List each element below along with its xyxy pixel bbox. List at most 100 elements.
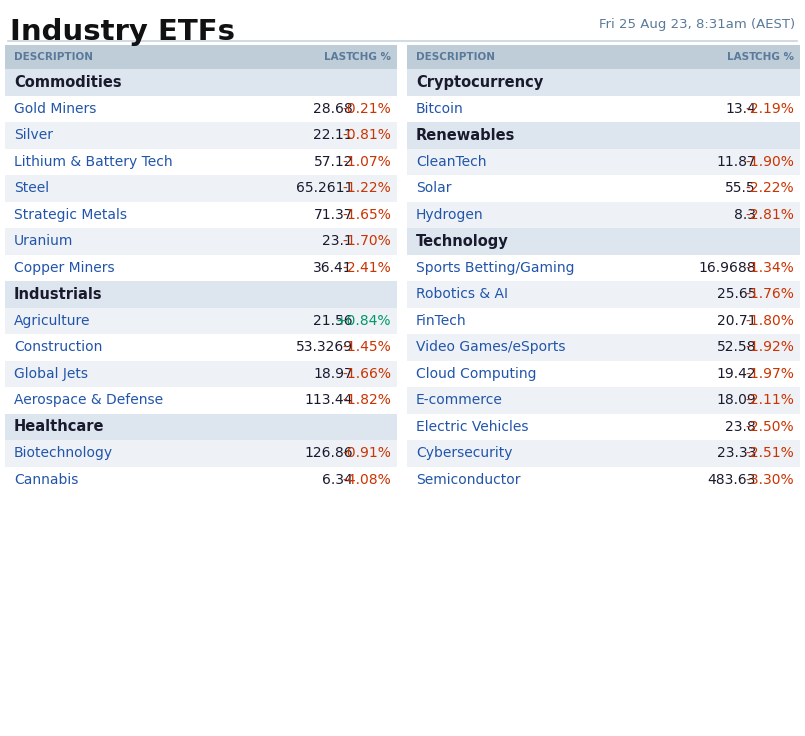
Bar <box>5 45 397 69</box>
Bar <box>5 414 397 440</box>
Bar <box>5 228 397 255</box>
Bar <box>407 440 800 467</box>
Bar <box>407 361 800 387</box>
Text: 65.2611: 65.2611 <box>295 181 353 195</box>
Text: Agriculture: Agriculture <box>14 314 90 328</box>
Text: Video Games/eSports: Video Games/eSports <box>416 340 565 354</box>
Bar <box>5 175 397 202</box>
Text: 11.87: 11.87 <box>716 155 756 169</box>
Bar <box>407 281 800 308</box>
Text: Uranium: Uranium <box>14 234 73 248</box>
Text: 57.12: 57.12 <box>313 155 353 169</box>
Text: -1.22%: -1.22% <box>342 181 391 195</box>
Bar <box>5 255 397 281</box>
Text: Solar: Solar <box>416 181 452 195</box>
Text: 19.42: 19.42 <box>716 367 756 381</box>
Text: LAST: LAST <box>324 52 353 62</box>
Text: Technology: Technology <box>416 234 509 249</box>
Text: -1.45%: -1.45% <box>342 340 391 354</box>
Text: -1.82%: -1.82% <box>342 393 391 407</box>
Bar <box>5 440 397 467</box>
Text: Hydrogen: Hydrogen <box>416 208 484 222</box>
Text: -2.50%: -2.50% <box>745 420 794 434</box>
Bar <box>5 96 397 122</box>
Text: -1.92%: -1.92% <box>745 340 794 354</box>
Text: 23.33: 23.33 <box>716 446 756 460</box>
Text: Silver: Silver <box>14 128 53 142</box>
Text: -1.70%: -1.70% <box>342 234 391 248</box>
Text: -3.30%: -3.30% <box>745 473 794 486</box>
Text: Commodities: Commodities <box>14 75 122 90</box>
Text: 16.9688: 16.9688 <box>699 261 756 275</box>
Text: 28.68: 28.68 <box>313 102 353 116</box>
Text: 126.86: 126.86 <box>304 446 353 460</box>
Text: Robotics & AI: Robotics & AI <box>416 287 508 301</box>
Text: Fri 25 Aug 23, 8:31am (AEST): Fri 25 Aug 23, 8:31am (AEST) <box>599 18 795 31</box>
Text: +0.84%: +0.84% <box>336 314 391 328</box>
Text: Copper Miners: Copper Miners <box>14 261 114 275</box>
Text: Strategic Metals: Strategic Metals <box>14 208 127 222</box>
Text: DESCRIPTION: DESCRIPTION <box>14 52 93 62</box>
Text: Global Jets: Global Jets <box>14 367 88 381</box>
Text: 21.56: 21.56 <box>313 314 353 328</box>
Text: -1.97%: -1.97% <box>745 367 794 381</box>
Text: Aerospace & Defense: Aerospace & Defense <box>14 393 163 407</box>
Text: CHG %: CHG % <box>755 52 794 62</box>
Text: -1.80%: -1.80% <box>745 314 794 328</box>
Bar <box>407 334 800 361</box>
Text: Bitcoin: Bitcoin <box>416 102 464 116</box>
Text: -1.66%: -1.66% <box>342 367 391 381</box>
Bar <box>407 387 800 414</box>
Bar <box>407 96 800 122</box>
Bar <box>407 308 800 334</box>
Text: 23.8: 23.8 <box>725 420 756 434</box>
Text: -1.90%: -1.90% <box>745 155 794 169</box>
Bar <box>5 334 397 361</box>
Text: -0.81%: -0.81% <box>342 128 391 142</box>
Text: Industrials: Industrials <box>14 287 102 302</box>
Text: -0.91%: -0.91% <box>342 446 391 460</box>
Text: 483.63: 483.63 <box>708 473 756 486</box>
Bar <box>5 281 397 308</box>
Text: E-commerce: E-commerce <box>416 393 503 407</box>
Text: Sports Betting/Gaming: Sports Betting/Gaming <box>416 261 575 275</box>
Text: -2.41%: -2.41% <box>342 261 391 275</box>
Text: -4.08%: -4.08% <box>342 473 391 486</box>
Text: Cryptocurrency: Cryptocurrency <box>416 75 543 90</box>
Bar <box>407 45 800 69</box>
Text: 71.37: 71.37 <box>313 208 353 222</box>
Text: Cannabis: Cannabis <box>14 473 78 486</box>
Text: 6.34: 6.34 <box>322 473 353 486</box>
Bar <box>407 149 800 175</box>
Text: Biotechnology: Biotechnology <box>14 446 114 460</box>
Bar <box>5 387 397 414</box>
Text: -1.07%: -1.07% <box>342 155 391 169</box>
Text: -2.81%: -2.81% <box>745 208 794 222</box>
Text: FinTech: FinTech <box>416 314 467 328</box>
Bar <box>407 228 800 255</box>
Text: Construction: Construction <box>14 340 102 354</box>
Text: -1.76%: -1.76% <box>745 287 794 301</box>
Text: 20.71: 20.71 <box>716 314 756 328</box>
Text: -1.34%: -1.34% <box>745 261 794 275</box>
Text: -0.21%: -0.21% <box>342 102 391 116</box>
Text: 55.5: 55.5 <box>725 181 756 195</box>
Text: Cybersecurity: Cybersecurity <box>416 446 513 460</box>
Text: Electric Vehicles: Electric Vehicles <box>416 420 529 434</box>
Text: -2.22%: -2.22% <box>745 181 794 195</box>
Text: -2.11%: -2.11% <box>745 393 794 407</box>
Text: Renewables: Renewables <box>416 128 515 143</box>
Bar <box>5 361 397 387</box>
Bar <box>407 255 800 281</box>
Text: CHG %: CHG % <box>352 52 391 62</box>
Text: Healthcare: Healthcare <box>14 420 105 434</box>
Text: 22.11: 22.11 <box>313 128 353 142</box>
Bar <box>5 202 397 228</box>
Bar <box>5 149 397 175</box>
Bar <box>407 69 800 96</box>
Text: Cloud Computing: Cloud Computing <box>416 367 536 381</box>
Bar <box>5 122 397 149</box>
Text: 8.3: 8.3 <box>734 208 756 222</box>
Text: Semiconductor: Semiconductor <box>416 473 521 486</box>
Text: DESCRIPTION: DESCRIPTION <box>416 52 495 62</box>
